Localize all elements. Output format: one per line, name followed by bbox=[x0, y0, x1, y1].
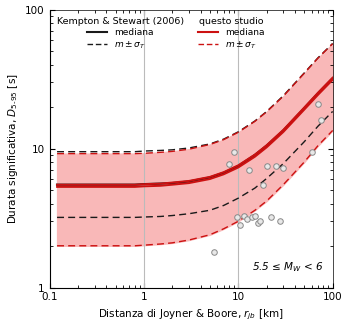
Point bbox=[245, 217, 250, 222]
Point bbox=[257, 219, 263, 224]
Point bbox=[273, 163, 279, 169]
Point bbox=[264, 163, 269, 169]
Text: 5.5 ≤ $M_W$ < 6: 5.5 ≤ $M_W$ < 6 bbox=[253, 260, 324, 274]
Point bbox=[226, 161, 232, 166]
Point bbox=[318, 117, 324, 123]
Point bbox=[278, 219, 283, 224]
Point bbox=[280, 166, 286, 171]
Point bbox=[261, 182, 266, 187]
Point bbox=[211, 250, 216, 255]
Point bbox=[237, 223, 243, 228]
Point bbox=[241, 213, 247, 218]
Point bbox=[246, 168, 252, 173]
Point bbox=[231, 149, 237, 154]
Point bbox=[315, 101, 321, 106]
Point bbox=[268, 215, 274, 220]
Point bbox=[309, 149, 315, 154]
Legend: mediana, $m \pm \sigma_T$: mediana, $m \pm \sigma_T$ bbox=[196, 14, 268, 53]
Point bbox=[235, 215, 240, 220]
X-axis label: Distanza di Joyner & Boore, $r_{jb}$ [km]: Distanza di Joyner & Boore, $r_{jb}$ [km… bbox=[98, 308, 284, 322]
Point bbox=[252, 213, 258, 218]
Point bbox=[255, 221, 260, 226]
Y-axis label: Durata significativa, $D_{5\text{-}95}$ [s]: Durata significativa, $D_{5\text{-}95}$ … bbox=[6, 73, 19, 224]
Point bbox=[249, 215, 255, 220]
